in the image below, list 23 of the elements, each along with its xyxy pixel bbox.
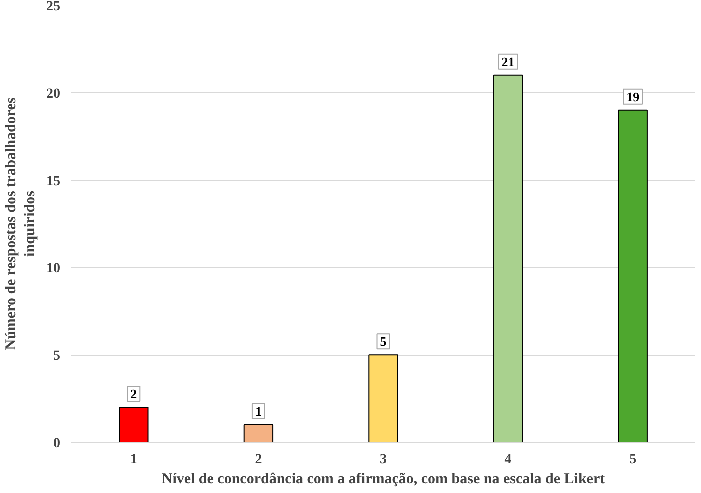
x-tick-label: 5 bbox=[630, 452, 637, 468]
bar bbox=[244, 424, 274, 442]
x-tick-label: 2 bbox=[255, 452, 262, 468]
data-label: 19 bbox=[626, 89, 640, 104]
y-tick-label: 25 bbox=[46, 0, 60, 14]
y-tick-label: 10 bbox=[46, 262, 60, 277]
x-axis-title: Nível de concordância com a afirmação, com base na escala de Likert bbox=[162, 472, 606, 488]
y-axis-title: Número de respostas dos trabalhadores inquiridos bbox=[3, 98, 38, 350]
x-tick-label: 4 bbox=[504, 452, 512, 468]
bar bbox=[493, 74, 524, 442]
y-tick-label: 5 bbox=[54, 349, 60, 364]
data-label: 2 bbox=[130, 386, 138, 402]
bar bbox=[618, 110, 648, 442]
data-label: 5 bbox=[380, 334, 388, 350]
y-tick-label: 20 bbox=[46, 86, 60, 102]
y-tick-label: 15 bbox=[46, 174, 60, 190]
x-tick-label: 3 bbox=[380, 452, 387, 468]
data-label: 21 bbox=[502, 54, 515, 70]
bar bbox=[119, 407, 149, 442]
bar bbox=[368, 354, 398, 442]
data-label: 1 bbox=[255, 404, 262, 420]
y-tick-label: 0 bbox=[54, 436, 60, 452]
x-tick-label: 1 bbox=[130, 452, 138, 468]
